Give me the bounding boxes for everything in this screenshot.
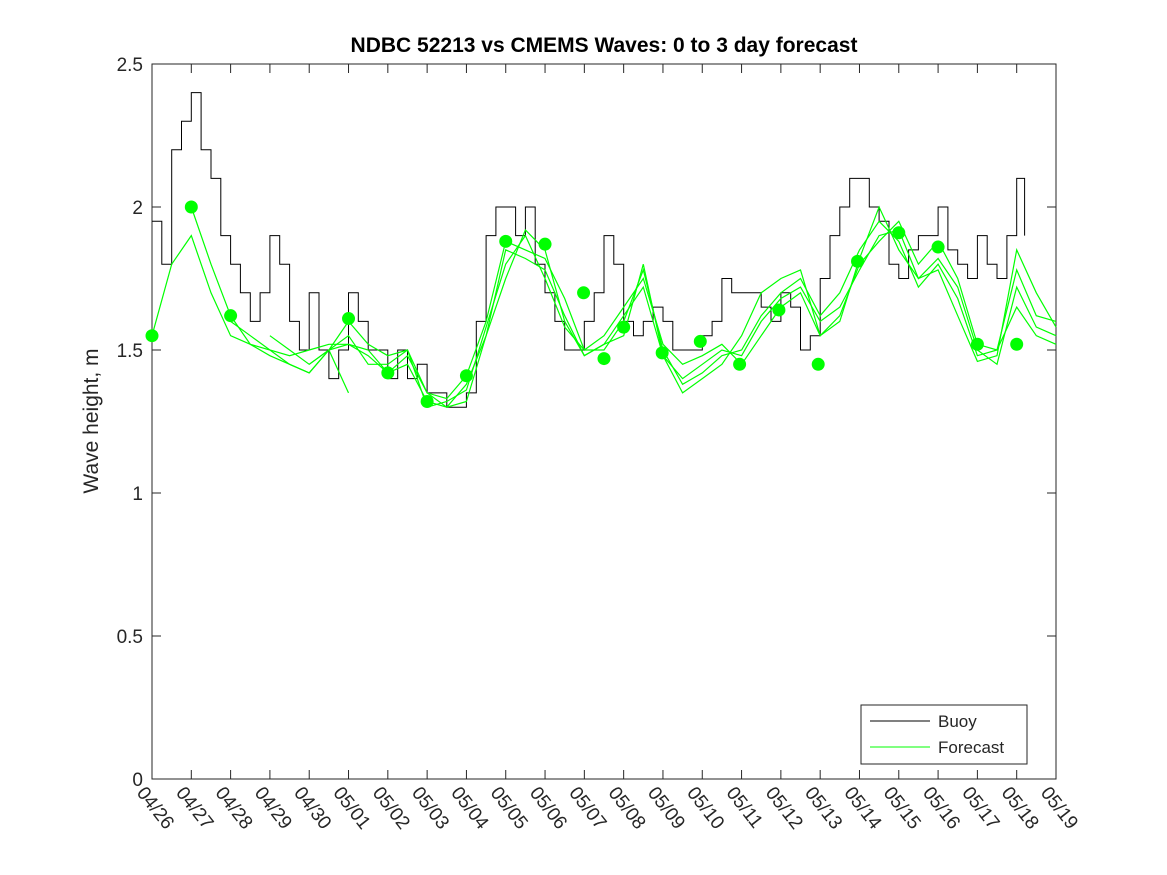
x-tick-label: 04/29 [250,783,296,833]
forecast-series-line [308,205,1057,408]
y-axis-label: Wave height, m [80,348,103,493]
x-tick-label: 05/13 [800,783,846,833]
x-tick-label: 05/15 [879,783,925,833]
x-tick-label: 04/30 [289,783,335,833]
forecast-marker [811,357,825,371]
x-tick-label: 05/18 [997,783,1043,833]
x-tick-label: 05/05 [486,783,532,833]
forecast-marker [931,240,945,254]
x-tick-label: 04/26 [132,783,178,833]
legend-forecast-label: Forecast [938,738,1004,757]
forecast-marker [617,320,631,334]
forecast-marker [597,352,611,366]
y-tick-label: 1.5 [117,341,143,362]
forecast-marker [381,366,395,380]
forecast-marker [851,254,865,268]
x-tick-label: 05/06 [525,783,571,833]
y-tick-label: 2.5 [117,55,143,76]
x-tick-label: 05/01 [329,783,375,833]
x-tick-label: 04/28 [211,783,257,833]
forecast-marker [892,226,906,240]
forecast-series-line [190,206,1057,400]
x-tick-label: 05/17 [957,783,1003,833]
x-tick-label: 05/16 [918,783,964,833]
forecast-marker [733,357,747,371]
x-tick-label: 05/11 [722,783,767,832]
forecast-marker [772,303,786,317]
forecast-marker [970,337,984,351]
x-tick-label: 05/07 [564,783,610,833]
legend: Buoy Forecast [860,704,1028,765]
forecast-marker [577,286,591,300]
forecast-marker [693,334,707,348]
x-tick-label: 05/12 [761,783,807,833]
forecast-marker [145,329,159,343]
y-tick-label: 0 [132,770,143,791]
chart-title: NDBC 52213 vs CMEMS Waves: 0 to 3 day fo… [351,34,858,57]
x-tick-label: 05/02 [368,783,414,833]
y-tick-label: 2 [132,198,143,219]
forecast-marker [224,309,238,323]
y-tick-label: 1 [132,484,143,505]
legend-box [860,704,1028,765]
forecast-marker [499,234,513,248]
y-tick-label: 0.5 [117,627,143,648]
x-tick-label: 05/08 [604,783,650,833]
forecast-marker [1010,337,1024,351]
forecast-marker [459,369,473,383]
x-tick-label: 05/03 [407,783,453,833]
forecast-marker [538,237,552,251]
forecast-marker [342,312,356,326]
x-tick-label: 04/27 [171,783,217,833]
x-tick-label: 05/04 [446,783,492,834]
forecast-marker [420,394,434,408]
axes-box [151,63,1057,780]
forecast-marker [655,346,669,360]
legend-buoy-label: Buoy [938,712,977,731]
x-tick-label: 05/10 [682,783,728,833]
forecast-marker [184,200,198,214]
x-tick-label: 05/19 [1036,783,1082,833]
x-tick-label: 05/09 [643,783,689,833]
x-tick-label: 05/14 [840,783,886,834]
